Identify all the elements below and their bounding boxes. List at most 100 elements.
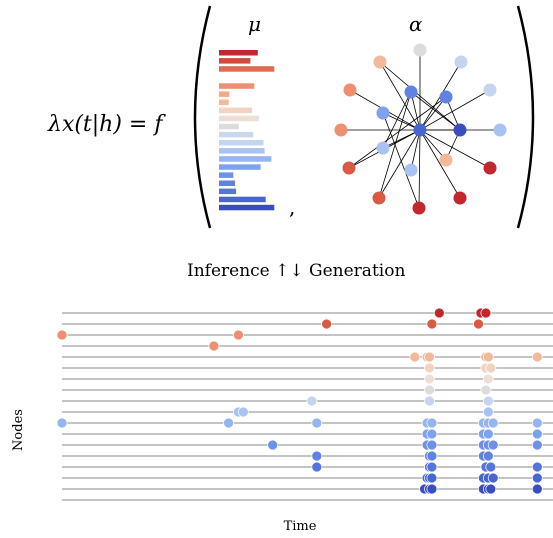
timeline-event xyxy=(223,417,234,429)
timeline-event xyxy=(311,461,323,473)
alpha-edge xyxy=(410,91,461,131)
timeline-event xyxy=(480,307,492,319)
timeline-event xyxy=(485,483,497,495)
mu-bar-chart xyxy=(219,50,275,211)
mu-bar xyxy=(219,50,258,56)
alpha-nodes xyxy=(334,43,507,215)
timeline-event xyxy=(531,483,543,495)
mu-bar xyxy=(219,83,255,89)
mu-bar xyxy=(219,188,237,195)
timeline-event xyxy=(482,373,494,385)
timeline-event xyxy=(321,318,332,330)
mu-bar xyxy=(219,140,264,146)
alpha-edge xyxy=(418,129,421,209)
timeline-event xyxy=(409,351,421,363)
mu-bar xyxy=(219,91,230,97)
timeline-event xyxy=(424,362,435,374)
mu-bar xyxy=(219,123,239,130)
alpha-edge xyxy=(382,112,420,209)
timeline-event xyxy=(531,417,543,429)
timeline-xlabel: Time xyxy=(284,519,317,534)
timeline-event xyxy=(426,450,438,462)
alpha-node xyxy=(404,85,418,99)
alpha-node xyxy=(483,83,497,97)
timeline-event xyxy=(237,406,249,418)
timeline-event xyxy=(426,461,438,473)
alpha-node xyxy=(454,55,468,69)
timeline-event xyxy=(482,428,494,440)
mu-bar xyxy=(219,148,265,154)
timeline-event xyxy=(487,472,499,484)
alpha-network xyxy=(334,43,507,215)
left-paren xyxy=(193,5,212,229)
alpha-edge xyxy=(419,129,461,199)
alpha-node xyxy=(439,153,453,167)
timeline-event xyxy=(433,307,445,319)
mu-bar xyxy=(219,58,251,64)
timeline-ylabel: Nodes xyxy=(11,409,26,451)
timeline-event xyxy=(311,450,323,462)
timeline-event xyxy=(426,417,438,429)
mu-bar xyxy=(219,66,275,72)
timeline-event xyxy=(482,406,494,418)
timeline-event xyxy=(426,483,438,495)
timeline-event xyxy=(56,329,68,341)
alpha-node xyxy=(343,83,357,97)
alpha-node xyxy=(342,161,356,175)
mu-bar xyxy=(219,131,254,138)
alpha-edge xyxy=(419,129,447,161)
alpha-node xyxy=(376,106,390,120)
alpha-edges xyxy=(341,50,500,209)
mu-label: μ xyxy=(248,12,261,36)
timeline-event xyxy=(482,351,494,363)
alpha-node xyxy=(439,90,453,104)
mu-bar xyxy=(219,156,272,162)
alpha-node xyxy=(404,163,418,177)
alpha-node xyxy=(334,123,348,137)
alpha-edge xyxy=(379,61,461,131)
alpha-edge xyxy=(419,96,447,131)
timeline-event xyxy=(480,384,492,396)
timeline-event xyxy=(208,340,220,352)
timeline-event xyxy=(482,395,494,407)
alpha-node xyxy=(493,123,507,137)
timeline-event xyxy=(424,373,435,385)
alpha-label: α xyxy=(409,12,423,36)
timeline-events xyxy=(56,307,543,495)
alpha-node xyxy=(483,161,497,175)
alpha-node xyxy=(373,55,387,69)
alpha-edge xyxy=(348,96,447,169)
timeline-event xyxy=(426,472,438,484)
timeline-event xyxy=(485,362,497,374)
timeline-event xyxy=(424,351,435,363)
timeline-event xyxy=(487,439,499,451)
alpha-node xyxy=(453,191,467,205)
timeline-event xyxy=(482,450,494,462)
mu-bar xyxy=(219,196,266,203)
alpha-edge xyxy=(382,91,412,149)
alpha-edge xyxy=(410,91,421,131)
timeline-event xyxy=(531,351,543,363)
alpha-edge xyxy=(382,112,421,131)
timeline-event xyxy=(426,428,438,440)
alpha-edge xyxy=(379,61,421,131)
mu-bar xyxy=(219,204,275,211)
mu-bar xyxy=(219,99,229,105)
timeline-event xyxy=(426,318,438,330)
timeline-event xyxy=(233,329,244,341)
alpha-edge xyxy=(378,129,421,199)
mu-bar xyxy=(219,164,261,170)
right-paren xyxy=(516,5,535,229)
formula-comma: , xyxy=(289,195,295,219)
timeline-event xyxy=(531,472,543,484)
mu-bar xyxy=(219,115,259,122)
alpha-center-node xyxy=(413,123,427,137)
timeline-event xyxy=(531,461,543,473)
timeline-event xyxy=(424,384,435,396)
mu-bar xyxy=(219,107,253,114)
timeline-event xyxy=(311,417,323,429)
timeline-event xyxy=(531,439,543,451)
alpha-node xyxy=(376,141,390,155)
alpha-node xyxy=(413,43,427,57)
